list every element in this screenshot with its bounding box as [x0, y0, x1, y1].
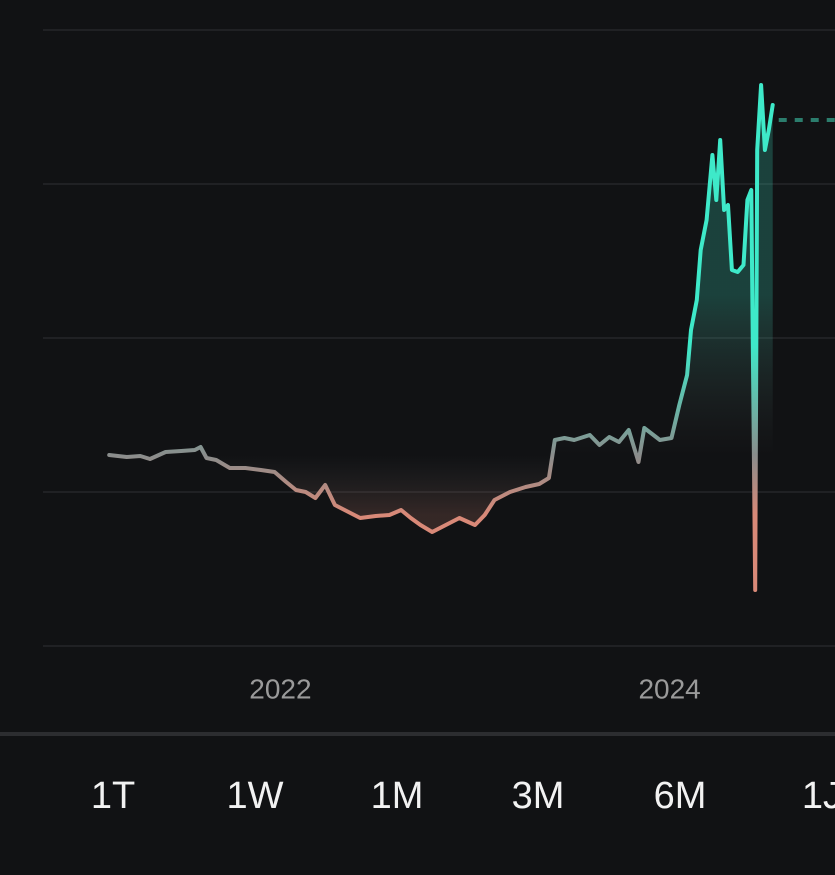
x-tick-label: 2024 [638, 673, 700, 704]
range-button[interactable]: 1J [802, 775, 835, 817]
x-tick-label: 2022 [249, 673, 311, 704]
price-line [107, 83, 775, 592]
range-button[interactable]: 1M [371, 775, 424, 817]
area [109, 85, 773, 590]
range-button[interactable]: 1T [91, 775, 135, 817]
range-button[interactable]: 6M [654, 775, 707, 817]
range-button[interactable]: 1W [227, 775, 284, 817]
divider [0, 732, 835, 736]
range-button[interactable]: 3M [512, 775, 565, 817]
